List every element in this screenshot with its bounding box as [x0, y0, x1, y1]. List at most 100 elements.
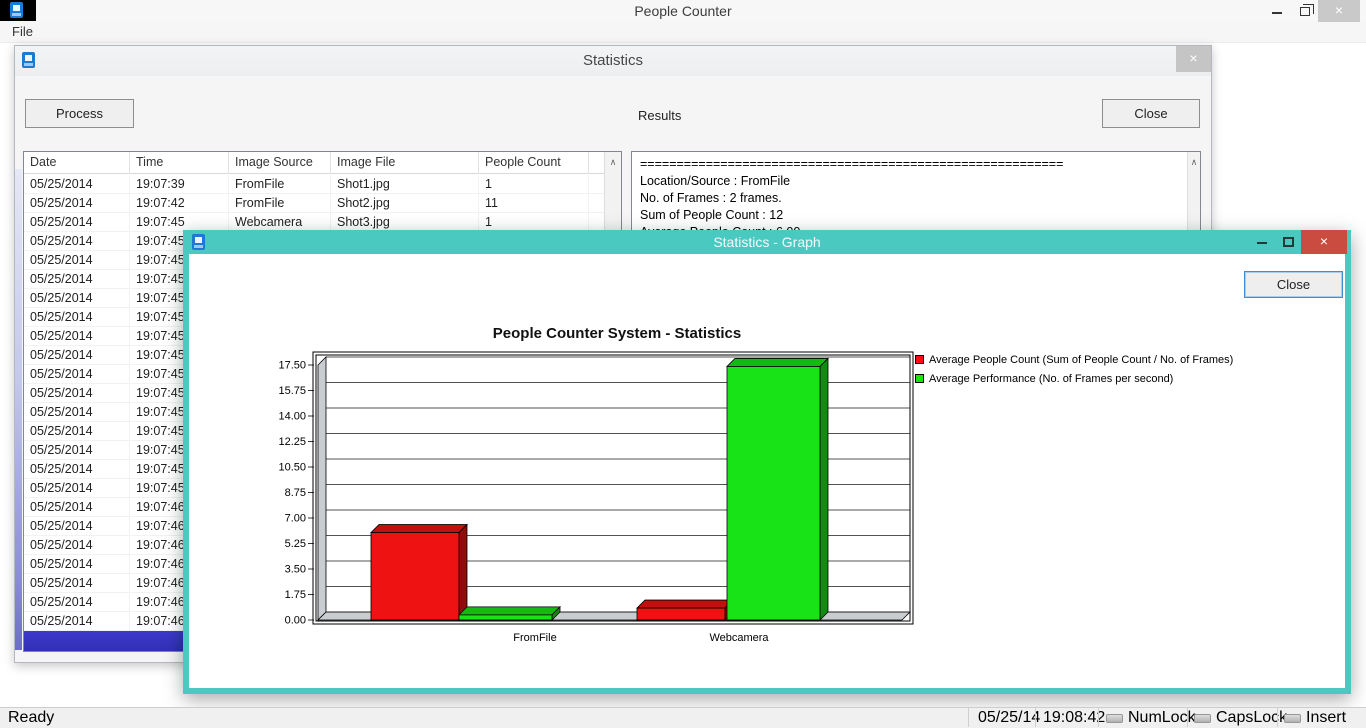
svg-text:14.00: 14.00 [278, 411, 306, 423]
results-line: No. of Frames : 2 frames. [640, 191, 782, 205]
keyboard-indicator-icon [1284, 714, 1301, 723]
table-cell: 19:07:39 [130, 175, 229, 193]
results-line: Location/Source : FromFile [640, 174, 791, 188]
table-cell: 19:07:45 [130, 213, 229, 231]
dialog-close-button[interactable]: × [1176, 46, 1211, 72]
minimize-icon [1257, 242, 1267, 244]
column-header-image-file[interactable]: Image File [331, 152, 479, 174]
column-header-image-source[interactable]: Image Source [229, 152, 331, 174]
table-cell: 05/25/2014 [24, 460, 130, 478]
svg-text:10.50: 10.50 [278, 462, 306, 474]
minimize-button[interactable] [1264, 0, 1290, 22]
status-insert: Insert [1284, 709, 1346, 727]
dialog-titlebar [15, 46, 1211, 76]
dialog-title: Statistics [582, 52, 643, 69]
graph-window-icon [192, 234, 205, 250]
legend-label: Average Performance (No. of Frames per s… [929, 372, 1174, 385]
table-cell: FromFile [229, 194, 331, 212]
svg-text:Webcamera: Webcamera [709, 632, 769, 644]
table-cell: 1 [479, 175, 589, 193]
status-separator [1035, 708, 1036, 727]
graph-window: Statistics - Graph × Close People Counte… [183, 230, 1351, 694]
table-cell: 05/25/2014 [24, 612, 130, 630]
table-cell: 05/25/2014 [24, 308, 130, 326]
svg-text:5.25: 5.25 [285, 538, 306, 550]
status-time: 19:08:42 [1043, 709, 1106, 726]
legend-label: Average People Count (Sum of People Coun… [929, 353, 1234, 366]
close-icon: × [1189, 50, 1198, 66]
table-cell: 19:07:42 [130, 194, 229, 212]
status-bar [0, 707, 1366, 728]
legend-swatch [915, 355, 924, 364]
table-cell: 05/25/2014 [24, 403, 130, 421]
table-row[interactable]: 05/25/2014 19:07:39 FromFile Shot1.jpg 1 [24, 175, 605, 194]
graph-window-client: Close People Counter System - Statistics… [189, 254, 1345, 688]
table-cell: Shot2.jpg [331, 194, 479, 212]
table-row[interactable]: 05/25/2014 19:07:42 FromFile Shot2.jpg 11 [24, 194, 605, 213]
menu-bar [0, 22, 1366, 43]
chart-legend: Average People Count (Sum of People Coun… [915, 350, 1233, 388]
graph-close-button[interactable]: × [1301, 230, 1347, 254]
main-window-titlebar [0, 0, 1366, 22]
table-cell: 05/25/2014 [24, 498, 130, 516]
status-separator [1187, 708, 1188, 727]
dialog-edge-gradient [15, 169, 22, 650]
svg-text:3.50: 3.50 [285, 564, 306, 576]
close-icon: × [1319, 233, 1329, 249]
table-cell: 11 [479, 194, 589, 212]
column-header-people-count[interactable]: People Count [479, 152, 589, 174]
table-cell: 05/25/2014 [24, 194, 130, 212]
menu-item-file[interactable]: File [12, 24, 33, 39]
status-separator [968, 708, 969, 727]
close-button[interactable]: × [1318, 0, 1360, 22]
svg-text:0.00: 0.00 [285, 615, 306, 627]
graph-minimize-button[interactable] [1251, 230, 1273, 254]
table-cell: 05/25/2014 [24, 270, 130, 288]
close-icon: × [1334, 2, 1344, 18]
keyboard-indicator-icon [1194, 714, 1211, 723]
results-line: ========================================… [640, 157, 1064, 171]
maximize-icon [1282, 237, 1294, 247]
table-cell: 05/25/2014 [24, 175, 130, 193]
process-button[interactable]: Process [25, 99, 134, 128]
svg-text:12.25: 12.25 [278, 436, 306, 448]
status-ready: Ready [8, 709, 55, 726]
graph-maximize-button[interactable] [1277, 230, 1299, 254]
status-capslock: CapsLock [1194, 709, 1287, 727]
results-label: Results [638, 108, 682, 123]
graph-window-title: Statistics - Graph [713, 234, 821, 250]
dialog-icon [22, 52, 35, 68]
column-header-date[interactable]: Date [24, 152, 130, 174]
table-cell: 05/25/2014 [24, 213, 130, 231]
svg-text:8.75: 8.75 [285, 487, 306, 499]
restore-button[interactable] [1292, 0, 1318, 22]
table-cell: 1 [479, 213, 589, 231]
status-numlock: NumLock [1106, 709, 1196, 727]
table-cell: Webcamera [229, 213, 331, 231]
table-cell: 05/25/2014 [24, 479, 130, 497]
table-cell: 05/25/2014 [24, 441, 130, 459]
table-cell: 05/25/2014 [24, 232, 130, 250]
legend-swatch [915, 374, 924, 383]
status-date: 05/25/14 [978, 709, 1041, 726]
legend-item: Average People Count (Sum of People Coun… [915, 350, 1233, 369]
column-header-time[interactable]: Time [130, 152, 229, 174]
table-header: Date Time Image Source Image File People Cou… [24, 152, 605, 174]
table-cell: 05/25/2014 [24, 536, 130, 554]
table-cell: 05/25/2014 [24, 327, 130, 345]
dialog-close-action-button[interactable]: Close [1102, 99, 1200, 128]
scroll-up-icon: ∧ [609, 157, 617, 167]
table-cell: 05/25/2014 [24, 422, 130, 440]
results-line: Sum of People Count : 12 [640, 208, 784, 222]
restore-icon [1300, 4, 1314, 16]
graph-close-action-button[interactable]: Close [1244, 271, 1343, 298]
table-cell: 05/25/2014 [24, 384, 130, 402]
table-cell: FromFile [229, 175, 331, 193]
minimize-icon [1272, 12, 1282, 14]
legend-item: Average Performance (No. of Frames per s… [915, 369, 1233, 388]
table-cell: 05/25/2014 [24, 251, 130, 269]
table-cell: 05/25/2014 [24, 593, 130, 611]
scroll-up-icon: ∧ [1190, 157, 1198, 167]
table-cell: 05/25/2014 [24, 555, 130, 573]
